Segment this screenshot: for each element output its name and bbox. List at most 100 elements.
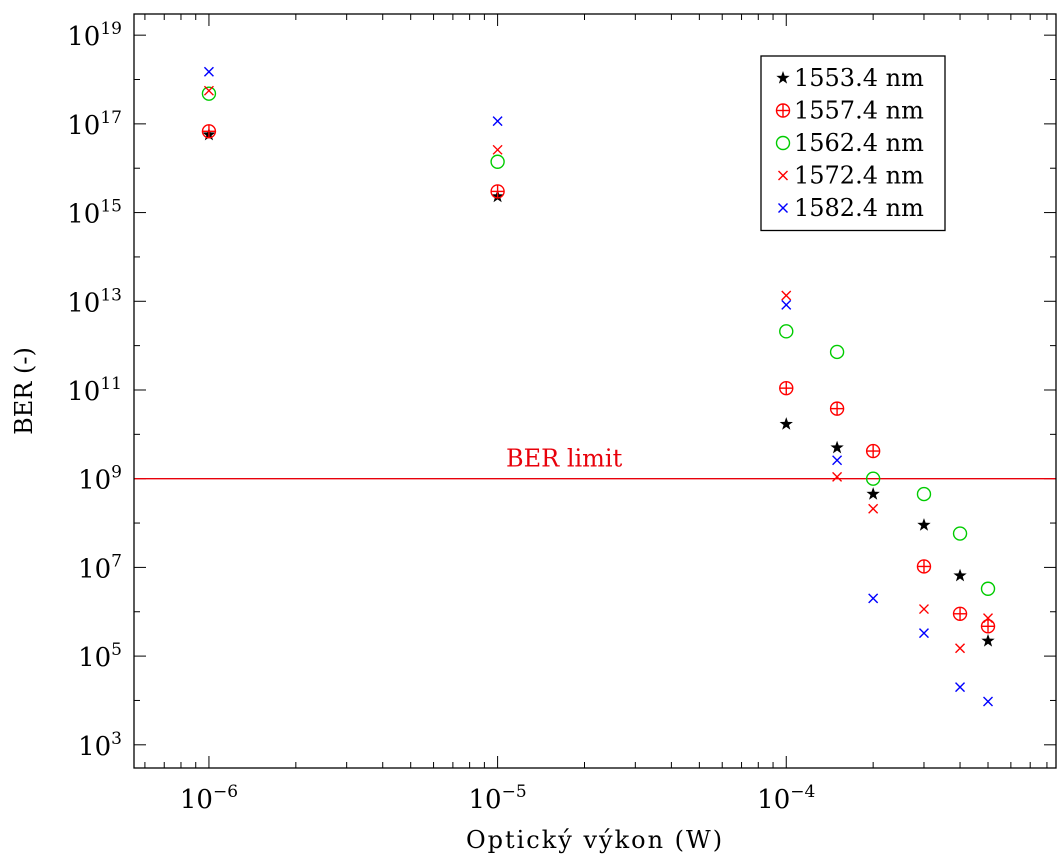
y-tick-label: 1011 (67, 374, 122, 407)
legend-marker (775, 135, 791, 151)
legend-box (760, 55, 946, 232)
data-point (779, 380, 794, 396)
data-point (492, 144, 503, 155)
data-point (980, 619, 996, 634)
data-point (868, 503, 879, 514)
data-point (490, 184, 505, 199)
tick-label-exponent: 13 (100, 285, 122, 305)
legend: 1553.4 nm 1557.4 nm 1562.4 nm 1572.4 nm 1582… (760, 55, 946, 232)
data-point (829, 344, 845, 360)
data-point (779, 324, 794, 339)
tick-label-base: 10 (78, 554, 111, 584)
data-point (832, 471, 843, 482)
legend-entry: 1562.4 nm (794, 129, 924, 157)
tick-label-exponent: 9 (111, 463, 122, 483)
x-tick-labels: 10−6 10−5 10−4 (180, 782, 815, 815)
data-point (955, 643, 966, 654)
tick-label-base: 10 (757, 785, 790, 815)
data-point (868, 593, 879, 604)
data-point (918, 628, 929, 639)
data-point (201, 86, 217, 101)
data-point (983, 613, 994, 624)
marker-stroke (868, 593, 879, 604)
tick-label-base: 10 (67, 288, 100, 318)
data-point (832, 455, 843, 466)
y-axis-label: BER (-) (10, 347, 38, 435)
tick-label-base: 10 (469, 785, 502, 815)
marker-stroke (492, 144, 503, 155)
data-point (781, 290, 792, 301)
data-point (492, 116, 503, 127)
marker-stroke (983, 696, 994, 707)
series-1 (201, 124, 996, 634)
y-tick-label: 109 (78, 463, 122, 496)
y-tick-label: 1015 (67, 197, 122, 230)
y-tick-label: 1013 (67, 285, 122, 318)
data-point (781, 299, 792, 310)
ber-limit-label: BER limit (506, 445, 623, 473)
tick-label-base: 10 (67, 22, 100, 52)
legend-marker (778, 203, 788, 213)
data-point (916, 486, 932, 502)
x-tick-label: 10−6 (180, 782, 238, 815)
x-tick-label: 10−5 (469, 782, 527, 815)
marker-stroke (492, 116, 503, 127)
series-4 (203, 66, 994, 707)
tick-label-base: 10 (67, 200, 100, 230)
marker-stroke (955, 643, 966, 654)
data-point (917, 518, 931, 531)
marker-stroke (778, 203, 788, 213)
marker-stroke (868, 503, 879, 514)
tick-label-base: 10 (67, 377, 100, 407)
tick-label-exponent: −4 (790, 782, 815, 802)
tick-label-exponent: 3 (111, 729, 122, 749)
series-2 (201, 86, 996, 596)
data-point (779, 417, 793, 430)
data-point (866, 487, 880, 500)
data-point (916, 559, 932, 574)
data-point (490, 154, 505, 169)
tick-label-exponent: −5 (502, 782, 527, 802)
marker-stroke (832, 455, 843, 466)
marker-stroke (918, 604, 929, 615)
plot-frame (133, 13, 1057, 769)
tick-label-exponent: 17 (100, 108, 122, 128)
marker-stroke (203, 85, 214, 96)
x-tick-label: 10−4 (757, 782, 815, 815)
legend-entry: 1572.4 nm (794, 162, 924, 190)
legend-entry: 1582.4 nm (794, 194, 924, 222)
tick-label-base: 10 (78, 643, 111, 673)
y-tick-label: 1019 (67, 19, 122, 52)
data-point (952, 526, 968, 541)
legend-entry: 1553.4 nm (794, 64, 924, 92)
tick-label-exponent: 15 (100, 197, 122, 217)
marker-stroke (983, 613, 994, 624)
tick-label-exponent: 5 (111, 640, 122, 660)
tick-label-exponent: 7 (111, 551, 122, 571)
data-points (201, 66, 996, 707)
legend-marker (776, 71, 790, 84)
y-tick-label: 107 (78, 551, 122, 584)
tick-label-base: 10 (180, 785, 213, 815)
marker-stroke (781, 299, 792, 310)
y-tick-label: 105 (78, 640, 122, 673)
data-point (980, 581, 996, 596)
ber-limit-layer: BER limit (134, 445, 1056, 480)
y-tick-label: 1017 (67, 108, 122, 141)
tick-label-exponent: −6 (213, 782, 238, 802)
marker-stroke (832, 471, 843, 482)
axis-ticks (134, 14, 1056, 768)
marker-stroke (781, 290, 792, 301)
series-3 (203, 85, 994, 654)
data-point (955, 682, 966, 693)
data-point (203, 66, 214, 77)
x-axis-label: Optický výkon (W) (466, 826, 724, 854)
marker-stroke (203, 66, 214, 77)
data-point (830, 440, 844, 454)
data-point (865, 443, 881, 459)
tick-label-exponent: 19 (100, 19, 122, 39)
marker-stroke (918, 628, 929, 639)
data-point (829, 401, 845, 416)
